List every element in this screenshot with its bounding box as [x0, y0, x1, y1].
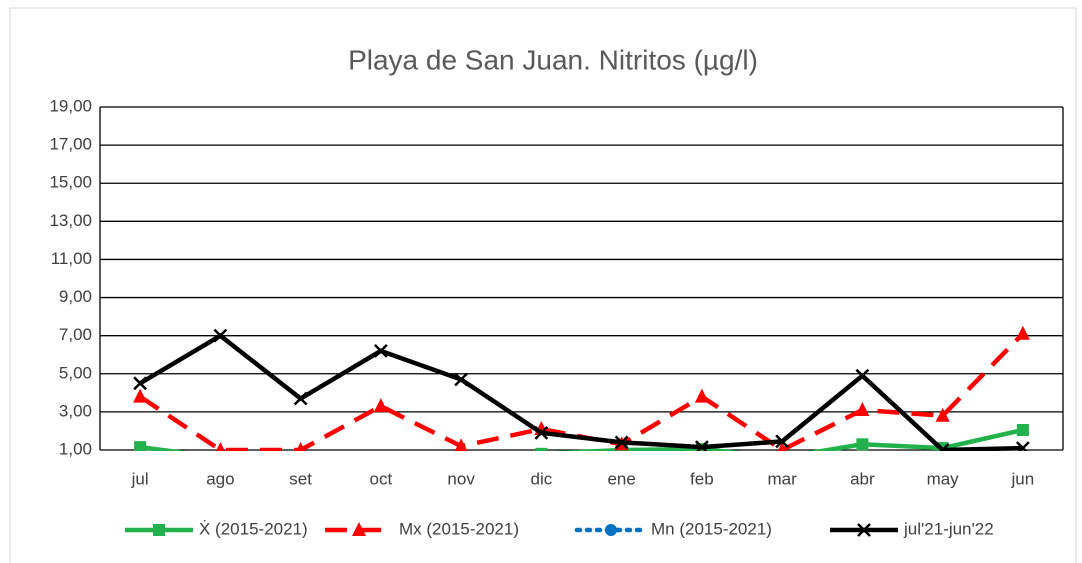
- marker: [293, 391, 308, 406]
- series-line: [138, 332, 1023, 451]
- y-tick-label: 11,00: [51, 249, 92, 268]
- y-tick-label: 1,00: [59, 439, 92, 458]
- x-tick-label: set: [289, 469, 312, 488]
- legend-label: Mn (2015-2021): [651, 519, 772, 538]
- x-tick-label: mar: [767, 469, 797, 488]
- marker: [855, 401, 870, 416]
- marker: [454, 372, 469, 387]
- plot-area: [133, 325, 1030, 451]
- marker: [153, 524, 165, 536]
- marker: [373, 344, 388, 358]
- marker: [775, 434, 790, 449]
- x-tick-label: ene: [607, 469, 635, 488]
- marker: [694, 388, 709, 403]
- chart-frame: [9, 7, 1077, 563]
- x-tick-label: dic: [531, 469, 553, 488]
- series-line: [139, 427, 1024, 451]
- marker: [534, 425, 549, 440]
- y-tick-label: 15,00: [49, 173, 92, 192]
- y-tick-label: 7,00: [59, 325, 92, 344]
- x-tick-label: feb: [690, 469, 714, 488]
- marker: [935, 407, 950, 422]
- marker: [614, 435, 629, 450]
- marker: [133, 376, 148, 391]
- marker: [373, 398, 388, 413]
- marker: [352, 522, 366, 536]
- marker: [857, 523, 871, 537]
- marker: [777, 442, 787, 451]
- x-tick-label: nov: [447, 469, 475, 488]
- x-tick-label: jun: [1011, 469, 1035, 488]
- marker: [936, 442, 949, 451]
- marker: [605, 524, 617, 536]
- y-tick-label: 19,00: [49, 96, 92, 115]
- marker: [694, 440, 709, 451]
- marker: [855, 368, 870, 383]
- y-tick-label: 9,00: [59, 287, 92, 306]
- marker: [134, 441, 147, 451]
- chart-title: Playa de San Juan. Nitritos (µg/l): [348, 44, 758, 75]
- marker: [213, 328, 228, 343]
- marker: [133, 388, 148, 403]
- marker: [1015, 325, 1030, 340]
- marker: [296, 442, 306, 451]
- legend-label: Ẋ (2015-2021): [199, 519, 308, 538]
- marker: [935, 443, 950, 451]
- marker: [1016, 423, 1029, 436]
- marker: [856, 438, 869, 451]
- x-tick-label: jul: [131, 469, 149, 488]
- x-tick-label: may: [927, 469, 960, 488]
- y-tick-label: 3,00: [59, 401, 92, 420]
- legend-label: jul'21-jun'22: [903, 519, 994, 538]
- legend-label: Mx (2015-2021): [399, 519, 519, 538]
- marker: [454, 438, 468, 451]
- y-tick-label: 17,00: [49, 135, 92, 154]
- y-tick-label: 13,00: [49, 211, 92, 230]
- x-tick-label: abr: [850, 469, 875, 488]
- x-tick-label: ago: [206, 469, 234, 488]
- marker: [1015, 441, 1030, 451]
- marker: [535, 447, 548, 451]
- marker: [215, 442, 225, 451]
- x-tick-label: oct: [370, 469, 393, 488]
- y-tick-label: 5,00: [59, 363, 92, 382]
